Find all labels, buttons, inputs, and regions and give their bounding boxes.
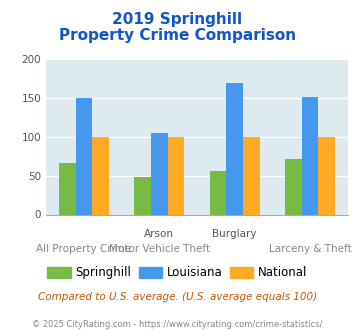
Text: Property Crime Comparison: Property Crime Comparison bbox=[59, 28, 296, 43]
Bar bbox=[168, 137, 184, 214]
Bar bbox=[76, 98, 92, 214]
Text: Compared to U.S. average. (U.S. average equals 100): Compared to U.S. average. (U.S. average … bbox=[38, 292, 317, 302]
Bar bbox=[285, 159, 302, 214]
Text: Burglary: Burglary bbox=[213, 229, 257, 239]
Bar bbox=[210, 171, 226, 214]
Text: All Property Crime: All Property Crime bbox=[36, 244, 131, 253]
Bar bbox=[302, 97, 318, 214]
Bar bbox=[135, 177, 151, 214]
Text: Motor Vehicle Theft: Motor Vehicle Theft bbox=[109, 244, 210, 253]
Bar bbox=[226, 83, 243, 214]
Text: Larceny & Theft: Larceny & Theft bbox=[269, 244, 351, 253]
Bar bbox=[151, 133, 168, 214]
Text: © 2025 CityRating.com - https://www.cityrating.com/crime-statistics/: © 2025 CityRating.com - https://www.city… bbox=[32, 320, 323, 329]
Text: Arson: Arson bbox=[144, 229, 174, 239]
Bar bbox=[243, 137, 260, 214]
Bar bbox=[318, 137, 335, 214]
Bar bbox=[59, 163, 76, 214]
Bar bbox=[92, 137, 109, 214]
Text: 2019 Springhill: 2019 Springhill bbox=[113, 12, 242, 26]
Legend: Springhill, Louisiana, National: Springhill, Louisiana, National bbox=[43, 262, 312, 284]
